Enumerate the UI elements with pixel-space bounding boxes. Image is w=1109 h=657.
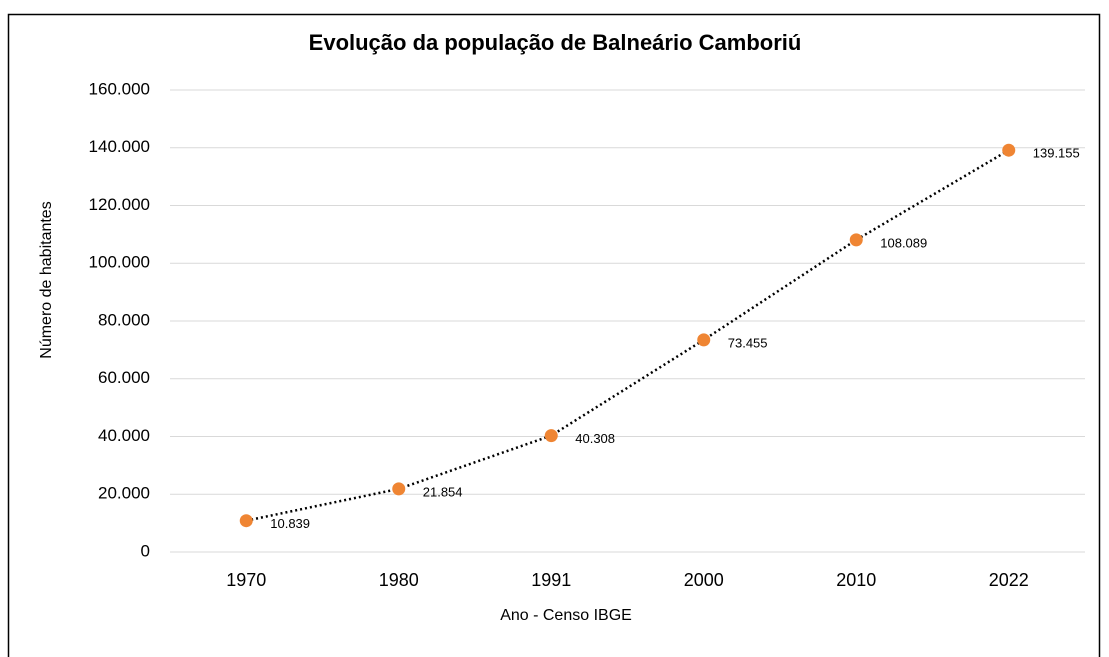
- x-tick-label: 2000: [684, 570, 724, 590]
- data-label: 108.089: [880, 235, 927, 250]
- data-label: 21.854: [423, 484, 463, 499]
- x-axis-label: Ano - Censo IBGE: [500, 607, 632, 624]
- x-tick-label: 1980: [379, 570, 419, 590]
- data-label: 10.839: [270, 516, 310, 531]
- y-tick-label: 20.000: [98, 484, 150, 503]
- chart-title: Evolução da população de Balneário Cambo…: [309, 30, 802, 55]
- y-tick-label: 100.000: [89, 253, 150, 272]
- data-point: [697, 333, 711, 347]
- y-tick-label: 0: [141, 541, 150, 560]
- data-label: 73.455: [728, 335, 768, 350]
- y-axis-label: Número de habitantes: [38, 201, 55, 358]
- data-label: 40.308: [575, 431, 615, 446]
- x-tick-label: 1991: [531, 570, 571, 590]
- y-tick-label: 40.000: [98, 426, 150, 445]
- y-tick-label: 120.000: [89, 195, 150, 214]
- data-point: [1002, 143, 1016, 157]
- x-tick-label: 2010: [836, 570, 876, 590]
- x-tick-label: 2022: [989, 570, 1029, 590]
- data-point: [239, 514, 253, 528]
- data-label: 139.155: [1033, 146, 1080, 161]
- data-point: [544, 429, 558, 443]
- chart-border: [7, 13, 1101, 657]
- data-point: [392, 482, 406, 496]
- y-tick-label: 140.000: [89, 137, 150, 156]
- x-tick-label: 1970: [226, 570, 266, 590]
- data-point: [849, 233, 863, 247]
- y-tick-label: 160.000: [89, 79, 150, 98]
- y-tick-label: 80.000: [98, 310, 150, 329]
- y-tick-label: 60.000: [98, 368, 150, 387]
